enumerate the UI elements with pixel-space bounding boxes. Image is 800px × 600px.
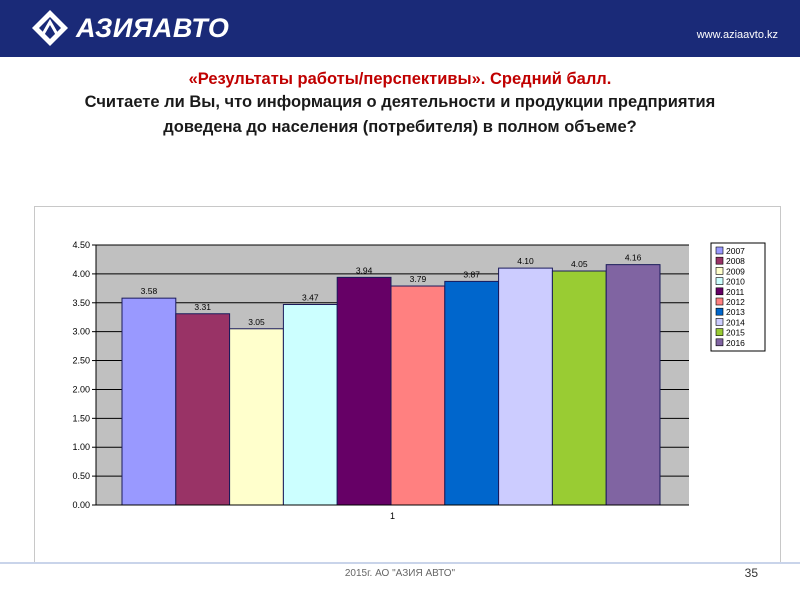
y-tick-label: 2.50 xyxy=(72,356,90,366)
header-bar: АЗИЯАВТО www.aziaavto.kz xyxy=(0,0,800,57)
legend-swatch-2008 xyxy=(715,256,724,265)
bar-2010 xyxy=(282,304,338,506)
legend-label-2008: 2008 xyxy=(726,256,745,266)
legend-swatch-2007 xyxy=(715,246,724,255)
bar-2016 xyxy=(605,264,661,506)
site-url[interactable]: www.aziaavto.kz xyxy=(696,29,778,41)
bar-2013 xyxy=(444,280,500,506)
bar-label-2016: 4.16 xyxy=(625,253,642,263)
legend-label-2012: 2012 xyxy=(726,297,745,307)
logo-diamond-icon xyxy=(32,10,68,46)
legend-swatch-2016 xyxy=(715,338,724,347)
legend-label-2014: 2014 xyxy=(726,317,745,327)
y-tick-label: 2.00 xyxy=(72,384,90,394)
footer-divider xyxy=(0,562,800,564)
y-tick-label: 3.50 xyxy=(72,298,90,308)
y-tick-label: 0.50 xyxy=(72,471,90,481)
y-tick-label: 1.50 xyxy=(72,413,90,423)
bar-label-2013: 3.87 xyxy=(463,269,480,279)
survey-question: Считаете ли Вы, что информация о деятель… xyxy=(84,93,716,136)
legend-swatch-2012 xyxy=(715,297,724,306)
bar-label-2015: 4.05 xyxy=(571,259,588,269)
bar-label-2014: 4.10 xyxy=(517,256,534,266)
y-tick-label: 4.00 xyxy=(72,269,90,279)
slide-title: «Результаты работы/перспективы». Средний… xyxy=(80,68,720,140)
legend-swatch-2011 xyxy=(715,287,724,296)
bar-label-2008: 3.31 xyxy=(194,302,211,312)
page-number: 35 xyxy=(744,566,758,580)
x-category-label: 1 xyxy=(390,511,395,521)
title-line: «Результаты работы/перспективы». Средний… xyxy=(188,70,612,88)
legend-swatch-2014 xyxy=(715,318,724,326)
legend-swatch-2015 xyxy=(715,328,724,336)
y-tick-label: 3.00 xyxy=(72,327,90,337)
legend-label-2015: 2015 xyxy=(726,328,745,338)
bar-2008 xyxy=(175,313,231,506)
legend-label-2013: 2013 xyxy=(726,307,745,317)
chart-frame: 3.58 3.31 3.05 3.47 3.94 3.79 3.87 4.10 4.05 4.16… xyxy=(34,206,781,564)
legend-swatch-2009 xyxy=(715,267,724,275)
bar-2012 xyxy=(390,285,446,506)
bar-label-2007: 3.58 xyxy=(141,286,158,296)
bar-label-2009: 3.05 xyxy=(248,317,265,327)
y-tick-label: 0.00 xyxy=(72,500,90,510)
bar-label-2012: 3.79 xyxy=(410,274,427,284)
y-tick-label: 1.00 xyxy=(72,442,90,452)
footer-text: 2015г. АО "АЗИЯ АВТО" xyxy=(344,568,456,579)
legend-label-2010: 2010 xyxy=(726,277,745,287)
legend-swatch-2013 xyxy=(715,307,724,316)
legend-label-2011: 2011 xyxy=(726,287,745,297)
legend-label-2009: 2009 xyxy=(726,266,745,276)
company-logo: АЗИЯАВТО xyxy=(30,8,229,48)
bar-2011 xyxy=(336,276,392,506)
bar-2014 xyxy=(498,267,553,506)
bar-2015 xyxy=(551,270,607,506)
y-tick-label: 4.50 xyxy=(72,240,90,250)
legend-swatch-2010 xyxy=(715,277,724,285)
logo-text: АЗИЯАВТО xyxy=(76,12,230,43)
bar-label-2011: 3.94 xyxy=(356,265,373,275)
legend-label-2007: 2007 xyxy=(726,246,745,256)
bar-2009 xyxy=(229,328,284,506)
bar-label-2010: 3.47 xyxy=(302,293,319,303)
bar-chart: 3.58 3.31 3.05 3.47 3.94 3.79 3.87 4.10 4.05 4.16… xyxy=(72,240,766,521)
legend-label-2016: 2016 xyxy=(726,338,745,348)
bar-2007 xyxy=(121,297,177,506)
